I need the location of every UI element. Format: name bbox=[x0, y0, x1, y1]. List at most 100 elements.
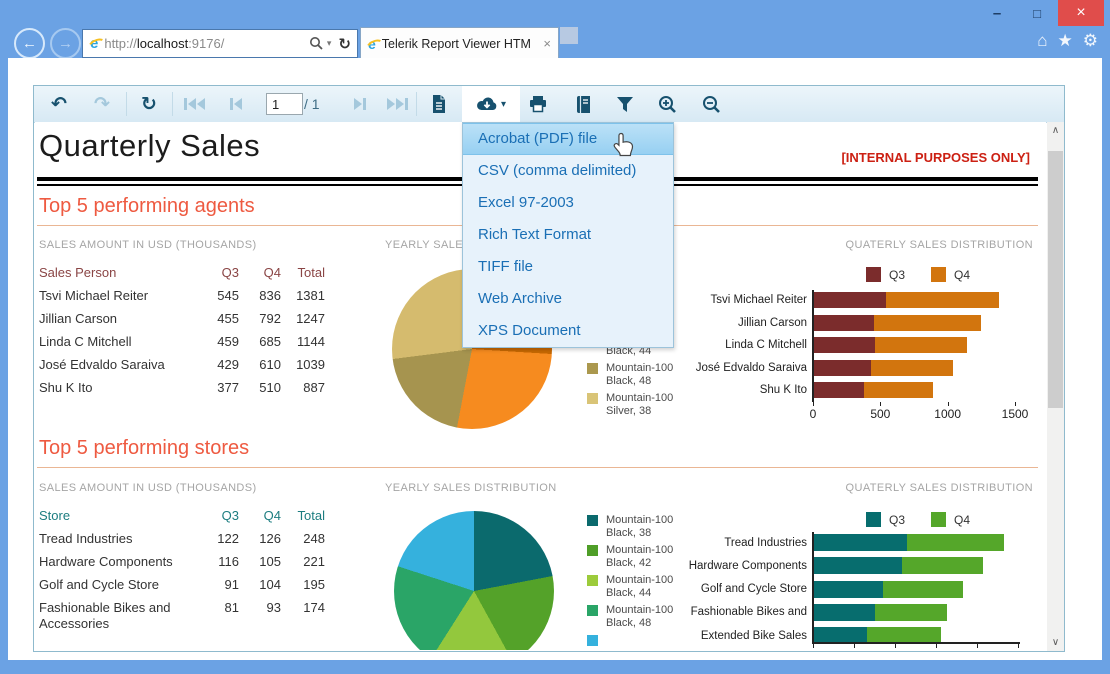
bar-segment-q4 bbox=[875, 337, 967, 354]
table-cell: José Edvaldo Saraiva bbox=[39, 357, 165, 372]
stacked-bar bbox=[813, 580, 963, 598]
bar-segment-q4 bbox=[875, 603, 947, 621]
close-button[interactable]: × bbox=[1058, 0, 1104, 26]
tab-close-icon[interactable]: × bbox=[543, 36, 551, 51]
axis-tick bbox=[854, 644, 855, 648]
scroll-down-icon[interactable]: ∨ bbox=[1051, 637, 1060, 648]
table-cell: 105 bbox=[259, 554, 281, 569]
legend-label: Mountain-100 Black, 42 bbox=[606, 544, 674, 569]
previous-page-button[interactable] bbox=[218, 86, 254, 122]
export-menu-item[interactable]: Rich Text Format bbox=[478, 226, 592, 243]
table-cell: 81 bbox=[224, 600, 239, 615]
export-menu-item[interactable]: Excel 97-2003 bbox=[478, 194, 574, 211]
axis-tick bbox=[977, 644, 978, 648]
bar-segment-q3 bbox=[813, 359, 871, 376]
table-cell: 93 bbox=[266, 600, 281, 615]
table-cell: Tsvi Michael Reiter bbox=[39, 288, 149, 303]
print-preview-button[interactable] bbox=[421, 86, 457, 122]
section-heading-agents: Top 5 performing agents bbox=[39, 195, 255, 217]
undo-button[interactable]: ↶ bbox=[51, 93, 67, 115]
table-cell: 685 bbox=[259, 334, 281, 349]
column-header: Q4 bbox=[263, 265, 281, 280]
export-menu-item[interactable]: CSV (comma delimited) bbox=[478, 162, 637, 179]
search-icon[interactable] bbox=[309, 36, 324, 51]
agents-bar-legend: Q3 Q4 bbox=[813, 267, 1023, 282]
print-button[interactable] bbox=[520, 86, 556, 122]
bar-row: Tsvi Michael Reiter bbox=[635, 292, 1035, 308]
browser-back-button[interactable]: ← bbox=[14, 28, 45, 59]
stacked-bar bbox=[813, 557, 983, 575]
legend-item: Mountain-100 Silver, 38 bbox=[587, 392, 707, 418]
scrollbar-thumb[interactable] bbox=[1048, 151, 1063, 408]
axis-tick bbox=[1018, 644, 1019, 648]
next-page-button[interactable] bbox=[342, 86, 378, 122]
agents-table: Sales Person Q3 Q4 Total Tsvi Michael Reiter… bbox=[39, 265, 339, 403]
zoom-in-button[interactable] bbox=[649, 86, 685, 122]
bar-row: Golf and Cycle Store bbox=[635, 580, 1035, 598]
table-cell: Hardware Components bbox=[39, 554, 173, 569]
axis-tick bbox=[936, 644, 937, 648]
bar-segment-q4 bbox=[874, 314, 981, 331]
bar-segment-q4 bbox=[864, 382, 933, 399]
new-tab-button[interactable] bbox=[560, 27, 578, 44]
table-cell: 195 bbox=[303, 577, 325, 592]
bar-segment-q3 bbox=[813, 382, 864, 399]
funnel-icon bbox=[617, 96, 633, 112]
legend-swatch bbox=[931, 512, 946, 527]
export-caret-icon: ▾ bbox=[500, 98, 507, 110]
stacked-bar bbox=[813, 382, 933, 399]
axis-tick bbox=[947, 402, 949, 406]
address-dropdown-icon[interactable]: ▾ bbox=[326, 38, 332, 48]
stacked-bar bbox=[813, 314, 981, 331]
table-cell: 1039 bbox=[296, 357, 325, 372]
redo-button[interactable]: ↷ bbox=[94, 93, 110, 115]
table-cell: 429 bbox=[217, 357, 239, 372]
first-page-button[interactable] bbox=[176, 86, 212, 122]
bar-label: Jillian Carson bbox=[737, 316, 807, 329]
export-menu-item[interactable]: Acrobat (PDF) file bbox=[463, 123, 673, 155]
minimize-button[interactable]: – bbox=[992, 4, 1002, 22]
table-cell: Fashionable Bikes and Accessories bbox=[39, 600, 171, 631]
table-cell: 792 bbox=[259, 311, 281, 326]
table-cell: 836 bbox=[259, 288, 281, 303]
export-menu-item[interactable]: XPS Document bbox=[478, 322, 581, 339]
bar-segment-q4 bbox=[871, 359, 953, 376]
table-cell: 174 bbox=[303, 600, 325, 615]
browser-tab[interactable]: e Telerik Report Viewer HTM... × bbox=[360, 27, 559, 59]
bar-legend-item: Q4 bbox=[931, 267, 970, 282]
home-icon[interactable]: ⌂ bbox=[1037, 31, 1048, 50]
zoom-out-button[interactable] bbox=[693, 86, 729, 122]
y-axis bbox=[812, 290, 814, 402]
settings-gear-icon[interactable]: ⚙ bbox=[1082, 31, 1098, 50]
bar-row: Jillian Carson bbox=[635, 314, 1035, 331]
bar-caption: QUATERLY SALES DISTRIBUTION bbox=[845, 482, 1033, 494]
bar-label: Extended Bike Sales bbox=[700, 629, 807, 642]
page-refresh-icon[interactable]: ↻ bbox=[338, 35, 351, 53]
table-header-row: Sales Person Q3 Q4 Total bbox=[39, 265, 339, 281]
document-map-button[interactable] bbox=[566, 86, 602, 122]
export-button[interactable]: ▾ bbox=[462, 86, 520, 122]
axis-tick bbox=[1015, 402, 1016, 406]
axis-tick-label: 0 bbox=[809, 407, 817, 421]
column-header: Q4 bbox=[263, 508, 281, 523]
vertical-scrollbar[interactable]: ∧ ∨ bbox=[1047, 122, 1064, 651]
export-menu-item[interactable]: TIFF file bbox=[478, 258, 533, 275]
favorites-star-icon[interactable]: ★ bbox=[1057, 31, 1073, 50]
table-cell: 455 bbox=[217, 311, 239, 326]
refresh-button[interactable]: ↻ bbox=[141, 93, 157, 115]
bar-segment-q4 bbox=[907, 534, 1004, 551]
parameters-filter-button[interactable] bbox=[607, 86, 643, 122]
table-cell: Shu K Ito bbox=[39, 380, 93, 395]
page-number-input[interactable] bbox=[266, 93, 303, 115]
export-menu-item[interactable]: Web Archive bbox=[478, 290, 562, 307]
browser-forward-button[interactable]: → bbox=[50, 28, 81, 59]
address-bar[interactable]: e http://localhost:9176/ ▾ ↻ bbox=[82, 29, 358, 58]
bar-segment-q3 bbox=[813, 337, 875, 354]
bar-segment-q3 bbox=[813, 603, 875, 621]
scroll-up-icon[interactable]: ∧ bbox=[1051, 125, 1060, 136]
legend-label: Mountain-100 Black, 38 bbox=[606, 514, 674, 539]
table-row: Linda C Mitchell 459 685 1144 bbox=[39, 334, 339, 350]
last-page-button[interactable] bbox=[379, 86, 415, 122]
bar-legend-item: Q3 bbox=[865, 512, 905, 527]
maximize-button[interactable]: □ bbox=[1033, 5, 1041, 21]
